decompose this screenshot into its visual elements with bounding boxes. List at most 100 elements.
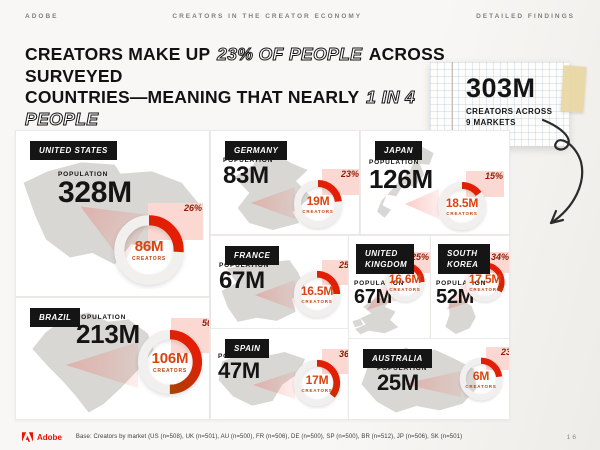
caption-line: CREATORS ACROSS xyxy=(466,107,553,116)
hand-drawn-arrow-icon xyxy=(541,118,584,225)
creators-donut: 18.5M CREATORS 15% xyxy=(435,171,504,233)
brand-name: Adobe xyxy=(37,432,62,442)
title-text: CREATORS MAKE UP xyxy=(25,44,216,64)
population-value: 213M xyxy=(76,319,140,349)
population-value: 67M xyxy=(354,286,393,308)
country-name: JAPAN xyxy=(384,146,414,155)
donut-center: 86M CREATORS xyxy=(110,211,188,289)
creators-value: 17.5M xyxy=(468,272,502,286)
germany-map-silhouette xyxy=(234,155,311,230)
country-name: GERMANY xyxy=(234,146,279,155)
creator-percentage: 23% xyxy=(340,169,359,179)
creators-value: 17M xyxy=(305,373,329,387)
creator-percentage: 23% xyxy=(500,347,509,357)
population-block: POPULATION 67M xyxy=(354,280,404,307)
header-section-title: CREATORS IN THE CREATOR ECONOMY xyxy=(172,13,363,20)
country-panel-united-states: UNITED STATES POPULATION 328M 86M CREATO… xyxy=(15,130,210,297)
creators-value: 86M xyxy=(134,238,164,255)
title-text: ACROSS SURVEYED xyxy=(25,44,445,86)
population-value: 52M xyxy=(436,286,475,308)
creator-percentage: 34% xyxy=(490,252,509,262)
country-name: UNITED STATES xyxy=(39,146,108,155)
slide-footer: Adobe Base: Creators by market (US (n=50… xyxy=(0,432,600,442)
country-panel-brazil: BRAZIL POPULATION 213M 106M CREATORS 50% xyxy=(15,297,210,420)
donut-center: 16.5M CREATORS xyxy=(291,268,343,320)
creators-label: CREATORS xyxy=(153,368,187,374)
country-label: SOUTH KOREA xyxy=(438,244,490,274)
donut-chart xyxy=(459,357,503,401)
donut-center: 16.6M CREATORS xyxy=(383,260,427,304)
country-panel-japan: JAPAN POPULATION 126M 18.5M CREATORS 15% xyxy=(360,130,510,235)
donut-center: 17M CREATORS xyxy=(291,357,343,409)
country-label: UNITED STATES xyxy=(30,141,117,160)
population-label: POPULATION xyxy=(369,159,420,166)
creators-label: CREATORS xyxy=(301,299,333,304)
creator-percentage: 15% xyxy=(484,171,503,181)
tape-decoration xyxy=(560,65,587,113)
creators-donut: 16.5M CREATORS 25% xyxy=(291,260,348,320)
country-name: AUSTRALIA xyxy=(372,354,423,363)
united-kingdom-map-silhouette xyxy=(352,297,399,335)
adobe-logo-icon xyxy=(22,432,33,442)
total-creators-value: 303M xyxy=(466,73,536,103)
creators-value: 6M xyxy=(472,369,490,383)
country-label: GERMANY xyxy=(225,141,288,160)
creators-donut: 19M CREATORS 23% xyxy=(291,169,359,231)
country-label: SPAIN xyxy=(225,339,270,358)
population-label: POPULATION xyxy=(58,171,109,178)
creators-label: CREATORS xyxy=(302,209,334,214)
header-brand: ADOBE xyxy=(25,13,59,20)
creators-label: CREATORS xyxy=(465,384,497,389)
creators-label: CREATORS xyxy=(132,256,166,262)
creators-donut: 106M CREATORS 50% xyxy=(134,318,209,398)
creators-value: 19M xyxy=(306,194,330,208)
country-label: JAPAN xyxy=(375,141,423,160)
creator-percentage: 25% xyxy=(338,260,349,270)
country-panel-australia: AUSTRALIA POPULATION 25M 6M CREATORS 23% xyxy=(348,338,510,420)
donut-chart xyxy=(293,270,341,318)
donut-center: 17.5M CREATORS xyxy=(463,260,507,304)
country-label: AUSTRALIA xyxy=(363,349,432,368)
creators-donut: 86M CREATORS 26% xyxy=(110,203,203,289)
creator-percentage: 36% xyxy=(338,349,349,359)
donut-chart xyxy=(437,181,487,231)
donut-chart xyxy=(137,329,203,395)
population-label: POPULATION xyxy=(76,314,127,321)
country-name: UNITED KINGDOM xyxy=(365,249,408,269)
donut-center: 19M CREATORS xyxy=(291,177,345,231)
title-text: COUNTRIES—MEANING THAT NEARLY xyxy=(25,87,365,107)
creators-value: 16.5M xyxy=(300,284,334,298)
japan-map-silhouette xyxy=(377,146,434,218)
caption-line: 9 MARKETS xyxy=(466,118,516,127)
population-value: 126M xyxy=(369,164,433,194)
base-note: Base: Creators by market (US (n=508), UK… xyxy=(75,434,463,440)
creators-label: CREATORS xyxy=(389,287,421,292)
title-highlight-text: 1 IN 4 PEOPLE xyxy=(24,87,416,129)
country-panel-spain: SPAIN POPULATION 47M 17M CREATORS 36% xyxy=(210,328,349,420)
population-block: POPULATION 25M xyxy=(377,365,427,394)
population-value: 328M xyxy=(58,176,132,209)
country-panel-south-korea: SOUTH KOREA POPULATION 52M 17.5M CREATOR… xyxy=(430,235,510,339)
donut-chart xyxy=(293,359,341,407)
notebook-margin-line xyxy=(452,62,453,146)
percent-highlight xyxy=(322,169,359,195)
slide-header: ADOBE CREATORS IN THE CREATOR ECONOMY DE… xyxy=(0,0,600,20)
country-name: BRAZIL xyxy=(39,313,72,322)
population-value: 67M xyxy=(219,267,265,294)
title-line-1: CREATORS MAKE UP 23% OF PEOPLE ACROSS SU… xyxy=(25,44,445,87)
creators-label: CREATORS xyxy=(469,287,501,292)
donut-center: 106M CREATORS xyxy=(134,326,206,398)
donut-chart xyxy=(114,215,184,285)
total-creators-caption: CREATORS ACROSS 9 MARKETS xyxy=(466,106,552,128)
france-map-silhouette xyxy=(221,256,305,322)
header-chapter: DETAILED FINDINGS xyxy=(476,13,575,20)
country-panel-france: FRANCE POPULATION 67M 16.5M CREATORS 25% xyxy=(210,235,349,329)
population-block: POPULATION 67M xyxy=(219,262,269,293)
donut-chart xyxy=(293,179,343,229)
population-value: 47M xyxy=(218,358,260,383)
population-value: 83M xyxy=(223,162,269,189)
spain-map-silhouette xyxy=(218,352,305,406)
page-number: 16 xyxy=(566,433,578,441)
country-panel-united-kingdom: UNITED KINGDOM POPULATION 67M 16.6M CREA… xyxy=(348,235,431,339)
country-panel-germany: GERMANY POPULATION 83M 19M CREATORS 23% xyxy=(210,130,360,235)
